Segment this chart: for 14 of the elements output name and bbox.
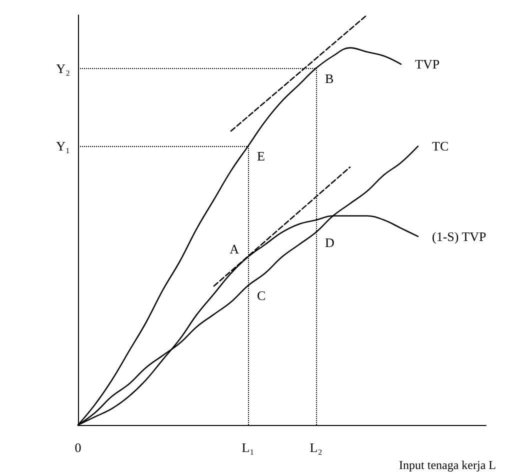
- x-tick-label: L₂: [310, 440, 322, 455]
- annotation: B: [325, 70, 334, 86]
- x-tick-label: 0: [74, 440, 82, 455]
- annotation: C: [257, 288, 266, 304]
- annotation: D: [325, 234, 334, 250]
- series-label: TC: [432, 138, 449, 154]
- annotation: E: [257, 148, 265, 164]
- series-label: (1-S) TVP: [432, 228, 486, 244]
- series-label: TVP: [415, 56, 440, 72]
- x-axis-title: Input tenaga kerja L: [399, 458, 496, 472]
- ref-line-label: Y₁: [56, 138, 70, 154]
- annotation: A: [230, 241, 240, 256]
- ref-line-label: Y₂: [56, 60, 70, 76]
- x-tick-label: L₁: [242, 440, 254, 455]
